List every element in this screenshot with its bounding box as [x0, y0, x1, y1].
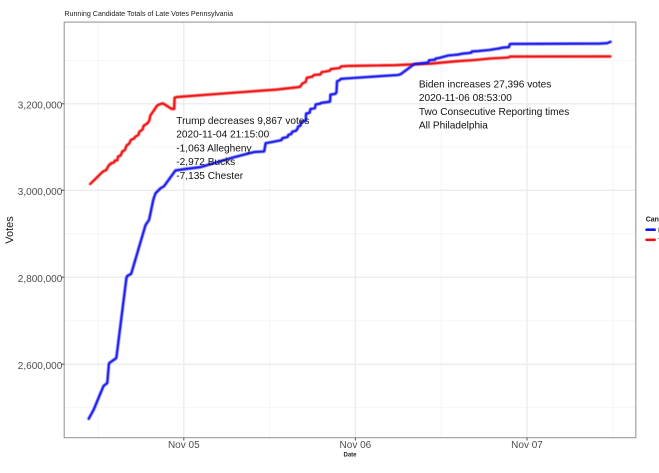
svg-text:Nov 06: Nov 06 [340, 440, 372, 451]
svg-text:2020-11-06 08:53:00: 2020-11-06 08:53:00 [419, 93, 512, 104]
svg-text:3,200,000: 3,200,000 [18, 100, 63, 111]
svg-text:Nov 07: Nov 07 [511, 440, 543, 451]
svg-text:2,600,000: 2,600,000 [18, 361, 63, 372]
svg-text:3,000,000: 3,000,000 [18, 187, 63, 198]
svg-text:Candidate: Candidate [646, 217, 659, 224]
svg-text:Date: Date [343, 452, 357, 458]
svg-text:Votes: Votes [4, 216, 16, 244]
svg-text:-2,972 Bucks: -2,972 Bucks [176, 157, 235, 168]
svg-text:Biden increases 27,396 votes: Biden increases 27,396 votes [419, 80, 551, 91]
svg-text:Running Candidate Totals of La: Running Candidate Totals of Late Votes P… [64, 10, 233, 18]
svg-text:-7,135 Chester: -7,135 Chester [176, 171, 243, 182]
svg-text:Trump decreases 9,867 votes: Trump decreases 9,867 votes [176, 116, 309, 127]
svg-text:Nov 05: Nov 05 [168, 440, 200, 451]
svg-text:2020-11-04 21:15:00: 2020-11-04 21:15:00 [176, 130, 269, 141]
svg-text:All Philadelphia: All Philadelphia [419, 121, 488, 132]
svg-text:-1,063 Allegheny: -1,063 Allegheny [176, 143, 252, 154]
svg-text:Two Consecutive Reporting time: Two Consecutive Reporting times [419, 107, 569, 118]
svg-text:2,800,000: 2,800,000 [18, 274, 63, 285]
